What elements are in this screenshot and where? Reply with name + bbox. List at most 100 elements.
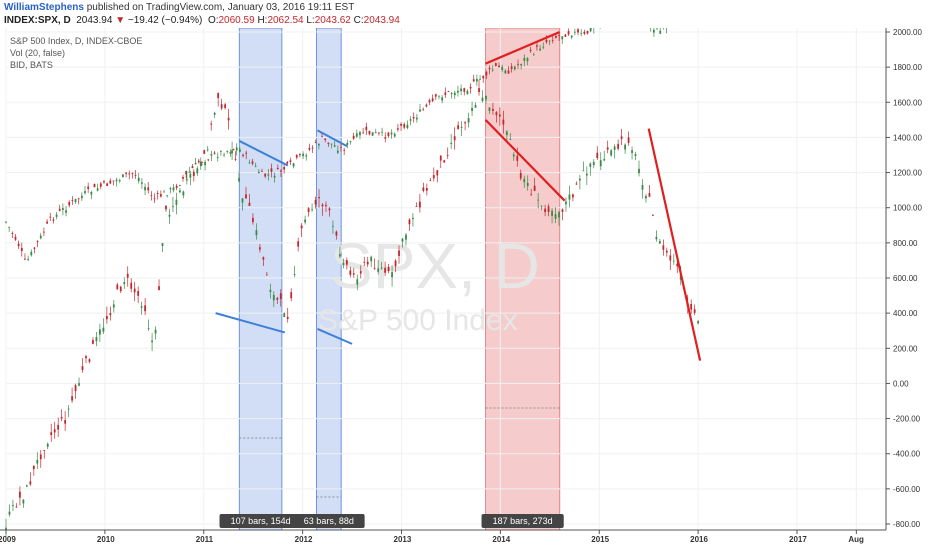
candle-body: [279, 293, 282, 299]
x-tick-label: 2014: [492, 535, 510, 544]
candle-body: [251, 161, 254, 164]
candle-body: [74, 198, 77, 203]
candle-body: [30, 251, 33, 256]
candle-body: [5, 527, 7, 531]
candle-body: [280, 170, 282, 172]
x-axis: 2009 2010 2011 2012 2013 2014 2015 2016 2017 Aug: [0, 530, 864, 544]
candle-body: [304, 219, 307, 223]
legend-main: S&P 500 Index, D, INDEX-CBOE: [10, 36, 142, 46]
candle-body: [349, 141, 352, 143]
candle-body: [547, 206, 550, 212]
candle-body: [516, 155, 519, 161]
candle-body: [93, 183, 96, 188]
candle-body: [482, 75, 485, 79]
candle-body: [53, 429, 56, 433]
candle-body: [542, 46, 545, 48]
x-tick-label: 2012: [295, 535, 313, 544]
candle-body: [286, 161, 289, 164]
candle-body: [391, 272, 393, 278]
candle-body: [366, 261, 369, 265]
candle-body: [377, 268, 380, 272]
candle-body: [586, 30, 589, 34]
candle-body: [368, 130, 371, 135]
trendlines[interactable]: [215, 30, 702, 361]
candle-body: [61, 208, 64, 210]
candle-body: [634, 154, 637, 157]
candle-body: [488, 107, 491, 111]
candle-body: [65, 210, 67, 213]
candle-body: [241, 198, 244, 203]
candle-body: [400, 123, 402, 126]
candle-body: [603, 158, 606, 161]
candle-body: [464, 122, 467, 124]
price-change: −19.42 (−0.94%): [127, 15, 203, 26]
candle-body: [362, 132, 365, 134]
candle-body: [81, 366, 84, 371]
candle-body: [29, 481, 32, 485]
candle-body: [327, 142, 330, 144]
candle-body: [102, 327, 105, 332]
candle-body: [624, 144, 626, 150]
candle-body: [460, 88, 463, 92]
candle-body: [502, 119, 505, 125]
author-link[interactable]: WilliamStephens: [4, 2, 84, 13]
candle-body: [523, 57, 526, 61]
high-label: H:: [257, 15, 268, 26]
candle-body: [103, 181, 105, 183]
candle-body: [363, 261, 366, 263]
candle-body: [182, 191, 185, 196]
candle-body: [314, 141, 317, 143]
candle-body: [166, 195, 169, 197]
candle-body: [188, 171, 191, 173]
candle-body: [293, 274, 296, 276]
candle-body: [311, 209, 313, 211]
candle-body: [335, 231, 338, 236]
candle-body: [5, 221, 7, 223]
trendline-red-4: [485, 30, 561, 65]
candle-body: [238, 178, 240, 182]
candle-body: [544, 208, 546, 213]
candle-body: [359, 271, 362, 274]
candle-body: [43, 450, 46, 451]
y-tick-label: -600.00: [893, 485, 921, 494]
candle-body: [570, 35, 573, 38]
candle-body: [551, 40, 554, 42]
candle-body: [245, 152, 248, 154]
candle-body: [532, 54, 535, 56]
candle-body: [342, 263, 345, 265]
candle-body: [676, 263, 679, 267]
candle-body: [575, 183, 578, 185]
candle-body: [105, 315, 108, 320]
candle-body: [165, 205, 167, 210]
candle-body: [227, 117, 230, 121]
watermark: SPX, D S&P 500 Index: [318, 230, 540, 337]
candle-body: [20, 247, 23, 252]
candle-body: [84, 191, 86, 194]
x-tick-label: 2016: [690, 535, 708, 544]
candle-body: [378, 132, 380, 134]
legend-bid: BID, BATS: [10, 60, 53, 70]
legend-vol: Vol (20, false): [10, 48, 65, 58]
candle-body: [655, 236, 658, 240]
candle-body: [156, 193, 159, 194]
grid-lines: [5, 28, 886, 530]
candle-body: [481, 97, 484, 102]
candle-body: [610, 150, 613, 156]
candle-body: [269, 289, 272, 293]
candle-body: [472, 79, 475, 82]
y-tick-label: 200.00: [893, 344, 918, 353]
candle-body: [52, 219, 55, 221]
candle-body: [64, 420, 67, 424]
candle-body: [330, 143, 333, 145]
candle-body: [469, 86, 472, 89]
shaded-range-1: [315, 28, 342, 531]
candle-body: [492, 108, 494, 111]
x-tick-label: 2011: [196, 535, 214, 544]
candle-body: [412, 217, 414, 220]
price-chart[interactable]: SPX, D S&P 500 Index S&P 500 Index, D, I…: [0, 28, 932, 550]
trendline-red-5: [484, 119, 566, 202]
candle-body: [265, 274, 268, 276]
candle-body: [314, 200, 317, 205]
candle-body: [126, 273, 129, 278]
candle-body: [352, 273, 355, 275]
